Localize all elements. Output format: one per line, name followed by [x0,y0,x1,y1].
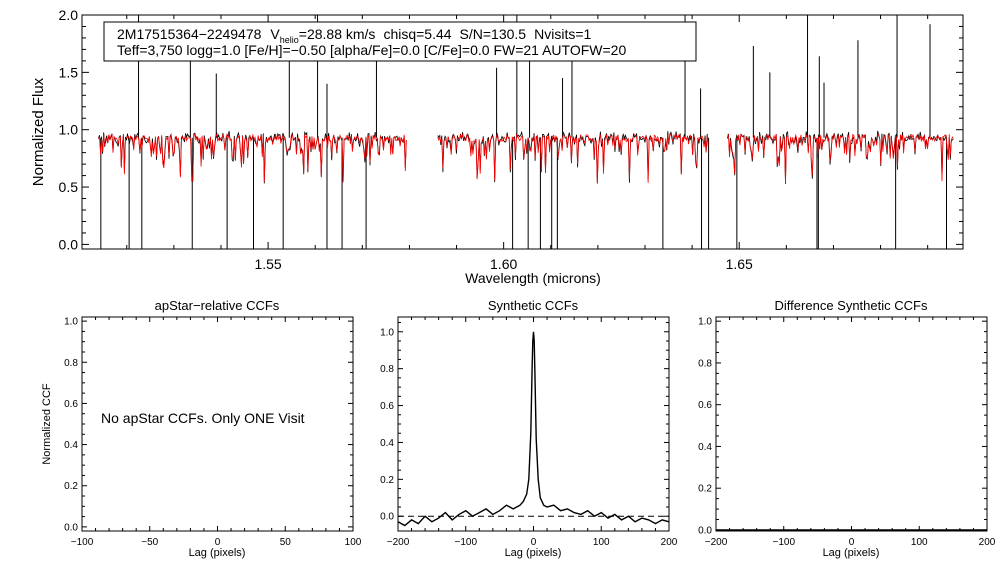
snr-value: S/N=130.5 [460,26,527,42]
nvisits-value: Nvisits=1 [534,26,591,42]
spectrum-axes-frame [81,14,964,250]
y-tick-label: 0.4 [698,442,712,453]
vhelio-subscript: helio [280,35,299,45]
spectrum-panel: 1.55 1.60 1.65 0.0 0.5 1.0 1.5 2.0 2M17515364−2… [30,7,964,286]
x-tick-label: 0 [215,537,221,548]
vhelio-prefix: V [270,26,280,42]
difference-ccf-panel: −200 −100 0 100 200 0.0 0.2 0.4 0.6 0.8 1.0 Differ… [698,298,996,559]
y-tick-label: 0.0 [59,236,79,252]
y-tick-label: 0.2 [64,481,78,492]
x-tick-label: −200 [705,537,728,548]
apstar-ccf-x-axis-label: Lag (pixels) [189,547,246,559]
y-tick-label: 0.8 [64,358,78,369]
y-tick-label: 0.0 [380,512,394,523]
x-tick-label: 100 [345,537,362,548]
y-tick-label: 0.2 [698,484,712,495]
observed-spectrum-series [98,15,954,249]
x-tick-label: 0 [849,537,855,548]
model-spectrum-line [98,133,407,183]
model-spectrum-line [727,133,954,184]
synthetic-ccf-line [397,331,670,527]
apstar-ccf-title: apStar−relative CCFs [155,298,280,313]
synthetic-ccf-panel: −200 −100 0 100 200 0.0 0.2 0.4 0.6 0.8 1.0 Synthe… [380,298,678,559]
synthetic-ccf-series [397,331,670,527]
y-tick-label: 2.0 [59,7,79,23]
difference-ccf-title: Difference Synthetic CCFs [775,298,928,313]
vhelio-value: =28.88 km/s [299,26,376,42]
x-tick-label: 1.55 [254,256,281,272]
model-spectrum-line [437,133,709,184]
x-tick-label: 1.65 [726,256,753,272]
x-tick-label: −100 [454,537,477,548]
x-tick-label: −200 [387,537,410,548]
spectrum-x-axis-label: Wavelength (microns) [465,270,601,286]
x-tick-label: 0 [531,537,537,548]
y-tick-label: 0.6 [380,401,394,412]
y-tick-label: 0.0 [698,525,712,536]
y-tick-label: 0.8 [698,358,712,369]
x-tick-label: −100 [71,537,94,548]
star-parameters-line2: Teff=3,750 logg=1.0 [Fe/H]=−0.50 [alpha/… [117,42,626,58]
y-tick-label: 1.5 [59,64,79,80]
y-tick-label: 1.0 [380,327,394,338]
star-id: 2M17515364−2249478 [117,26,262,42]
x-tick-label: 200 [979,537,996,548]
x-tick-label: 100 [593,537,610,548]
x-tick-label: −50 [141,537,158,548]
synthetic-ccf-title: Synthetic CCFs [488,298,579,313]
y-tick-label: 0.5 [59,179,79,195]
no-ccf-message: No apStar CCFs. Only ONE Visit [101,410,305,426]
y-tick-label: 0.0 [64,522,78,533]
chisq-value: chisq=5.44 [383,26,451,42]
x-tick-label: 200 [661,537,678,548]
x-tick-label: −100 [772,537,795,548]
x-tick-label: 100 [911,537,928,548]
apstar-ccf-ticks: −100 −50 0 50 100 0.0 0.2 0.4 0.6 0.8 1.0 [64,317,362,548]
y-tick-label: 0.6 [698,400,712,411]
spectrum-ticks: 1.55 1.60 1.65 0.0 0.5 1.0 1.5 2.0 [59,7,963,272]
y-tick-label: 0.8 [380,364,394,375]
x-tick-label: 50 [280,537,292,548]
y-tick-label: 1.0 [698,317,712,328]
x-tick-label: 1.60 [490,256,517,272]
y-tick-label: 0.4 [64,440,78,451]
synthetic-ccf-x-axis-label: Lag (pixels) [505,547,562,559]
star-parameters-line1: 2M17515364−2249478 Vhelio=28.88 km/s chisq… [117,26,592,45]
ccf-y-axis-label: Normalized CCF [41,383,53,465]
y-tick-label: 0.2 [380,475,394,486]
spectrum-y-axis-label: Normalized Flux [30,77,47,186]
y-tick-label: 1.0 [64,317,78,328]
apstar-ccf-panel: −100 −50 0 50 100 0.0 0.2 0.4 0.6 0.8 1.0 apStar−r… [41,298,362,559]
y-tick-label: 0.4 [380,438,394,449]
stellar-parameters-box [103,21,697,62]
difference-ccf-x-axis-label: Lag (pixels) [823,547,880,559]
difference-ccf-ticks: −200 −100 0 100 200 0.0 0.2 0.4 0.6 0.8 1.0 [698,317,996,548]
y-tick-label: 1.0 [59,122,79,138]
y-tick-label: 0.6 [64,399,78,410]
model-spectrum-series [98,133,954,184]
synthetic-ccf-ticks: −200 −100 0 100 200 0.0 0.2 0.4 0.6 0.8 1.0 [380,317,678,548]
